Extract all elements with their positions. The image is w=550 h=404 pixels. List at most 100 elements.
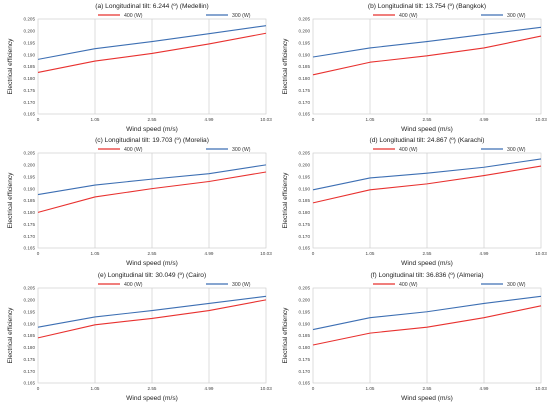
y-tick-label: 0.200 (24, 298, 36, 303)
legend-label: 300 (W) (232, 13, 251, 19)
chart-legend: 400 (W) 300 (W) (373, 13, 526, 19)
x-tick-label: 0 (312, 386, 315, 391)
y-tick-label: 0.185 (24, 333, 36, 338)
y-tick-label: 0.200 (299, 163, 311, 168)
series-line-300w (312, 295, 542, 331)
x-tick-label: 1.05 (91, 386, 100, 391)
x-tick-label: 2.55 (148, 117, 157, 122)
x-tick-label: 0 (312, 251, 315, 256)
x-axis-label: Wind speed (m/s) (401, 260, 453, 267)
y-tick-label: 0.185 (299, 64, 311, 69)
series-line-300w (312, 26, 542, 58)
chart-title: (b) Longitudinal tilt: 13.754 (º) (Bangk… (368, 3, 486, 10)
x-tick-label: 0 (37, 117, 40, 122)
chart-legend: 400 (W) 300 (W) (98, 13, 251, 19)
y-tick-label: 0.190 (299, 52, 311, 57)
series-line-400w (312, 305, 542, 346)
x-axis-label: Wind speed (m/s) (126, 260, 178, 267)
chart-title: (a) Longitudinal tilt: 6.244 (º) (Medell… (95, 3, 208, 10)
x-tick-label: 2.55 (423, 386, 432, 391)
y-tick-label: 0.205 (24, 17, 36, 22)
legend-label: 400 (W) (399, 282, 418, 288)
y-tick-label: 0.165 (299, 381, 311, 386)
chart-panel: (c) Longitudinal tilt: 19.703 (º) (Morel… (7, 137, 272, 267)
x-tick-label: 1.05 (366, 117, 375, 122)
y-tick-label: 0.190 (299, 321, 311, 326)
x-tick-label: 2.55 (148, 386, 157, 391)
y-tick-label: 0.205 (24, 286, 36, 291)
x-tick-label: 4.99 (480, 251, 489, 256)
y-tick-label: 0.170 (24, 234, 36, 239)
x-tick-label: 4.99 (205, 251, 214, 256)
y-tick-label: 0.180 (24, 210, 36, 215)
y-tick-label: 0.165 (24, 112, 36, 117)
series-line-400w (37, 299, 267, 339)
y-tick-label: 0.165 (24, 381, 36, 386)
x-tick-label: 0 (312, 117, 315, 122)
y-tick-label: 0.195 (24, 309, 36, 314)
series-line-300w (37, 295, 267, 328)
y-tick-label: 0.190 (299, 186, 311, 191)
y-tick-label: 0.200 (24, 29, 36, 34)
x-axis-label: Wind speed (m/s) (126, 395, 178, 402)
chart-panel: (d) Longitudinal tilt: 24.867 (º) (Karac… (282, 137, 547, 267)
series-line-400w (312, 35, 542, 76)
x-axis-label: Wind speed (m/s) (401, 126, 453, 133)
y-tick-label: 0.180 (299, 210, 311, 215)
legend-label: 400 (W) (124, 282, 143, 288)
x-tick-label: 10.03 (260, 117, 272, 122)
chart-title: (e) Longitudinal tilt: 30.049 (º) (Cairo… (98, 272, 206, 279)
y-tick-label: 0.195 (299, 174, 311, 179)
y-tick-label: 0.170 (299, 369, 311, 374)
legend-label: 300 (W) (507, 282, 526, 288)
x-tick-label: 4.99 (205, 386, 214, 391)
y-tick-label: 0.175 (299, 88, 311, 93)
y-tick-label: 0.190 (24, 52, 36, 57)
y-tick-label: 0.165 (299, 246, 311, 251)
y-tick-label: 0.195 (299, 40, 311, 45)
y-tick-label: 0.180 (24, 76, 36, 81)
y-tick-label: 0.195 (24, 40, 36, 45)
y-tick-label: 0.185 (299, 198, 311, 203)
legend-label: 300 (W) (507, 13, 526, 19)
chart-panel: (a) Longitudinal tilt: 6.244 (º) (Medell… (7, 3, 272, 133)
x-axis-label: Wind speed (m/s) (401, 395, 453, 402)
chart-title: (c) Longitudinal tilt: 19.703 (º) (Morel… (95, 137, 209, 144)
y-tick-label: 0.200 (299, 298, 311, 303)
legend-label: 300 (W) (232, 282, 251, 288)
y-axis-label: Electrical efficiency (282, 38, 289, 95)
series-line-300w (37, 25, 267, 60)
y-tick-label: 0.195 (299, 309, 311, 314)
x-tick-label: 10.03 (260, 386, 272, 391)
series-line-300w (312, 158, 542, 191)
x-tick-label: 4.99 (480, 386, 489, 391)
series-line-400w (37, 32, 267, 73)
x-tick-label: 10.03 (535, 117, 547, 122)
x-tick-label: 2.55 (148, 251, 157, 256)
legend-label: 400 (W) (399, 13, 418, 19)
legend-label: 400 (W) (124, 13, 143, 19)
chart-panel: (f) Longitudinal tilt: 36.836 (º) (Almer… (282, 272, 547, 402)
x-tick-label: 4.99 (480, 117, 489, 122)
chart-panel: (b) Longitudinal tilt: 13.754 (º) (Bangk… (282, 3, 547, 133)
y-tick-label: 0.205 (24, 151, 36, 156)
legend-label: 300 (W) (232, 147, 251, 153)
y-tick-label: 0.170 (24, 100, 36, 105)
y-tick-label: 0.205 (299, 286, 311, 291)
x-tick-label: 1.05 (91, 251, 100, 256)
y-tick-label: 0.200 (299, 29, 311, 34)
x-tick-label: 2.55 (423, 251, 432, 256)
y-tick-label: 0.175 (299, 222, 311, 227)
series-line-400w (37, 171, 267, 213)
chart-legend: 400 (W) 300 (W) (373, 147, 526, 153)
x-axis-label: Wind speed (m/s) (126, 126, 178, 133)
chart-panel: (e) Longitudinal tilt: 30.049 (º) (Cairo… (7, 272, 272, 402)
y-tick-label: 0.190 (24, 321, 36, 326)
legend-label: 400 (W) (399, 147, 418, 153)
y-tick-label: 0.205 (299, 151, 311, 156)
y-tick-label: 0.175 (24, 88, 36, 93)
y-axis-label: Electrical efficiency (282, 307, 289, 364)
legend-label: 300 (W) (507, 147, 526, 153)
y-tick-label: 0.165 (24, 246, 36, 251)
